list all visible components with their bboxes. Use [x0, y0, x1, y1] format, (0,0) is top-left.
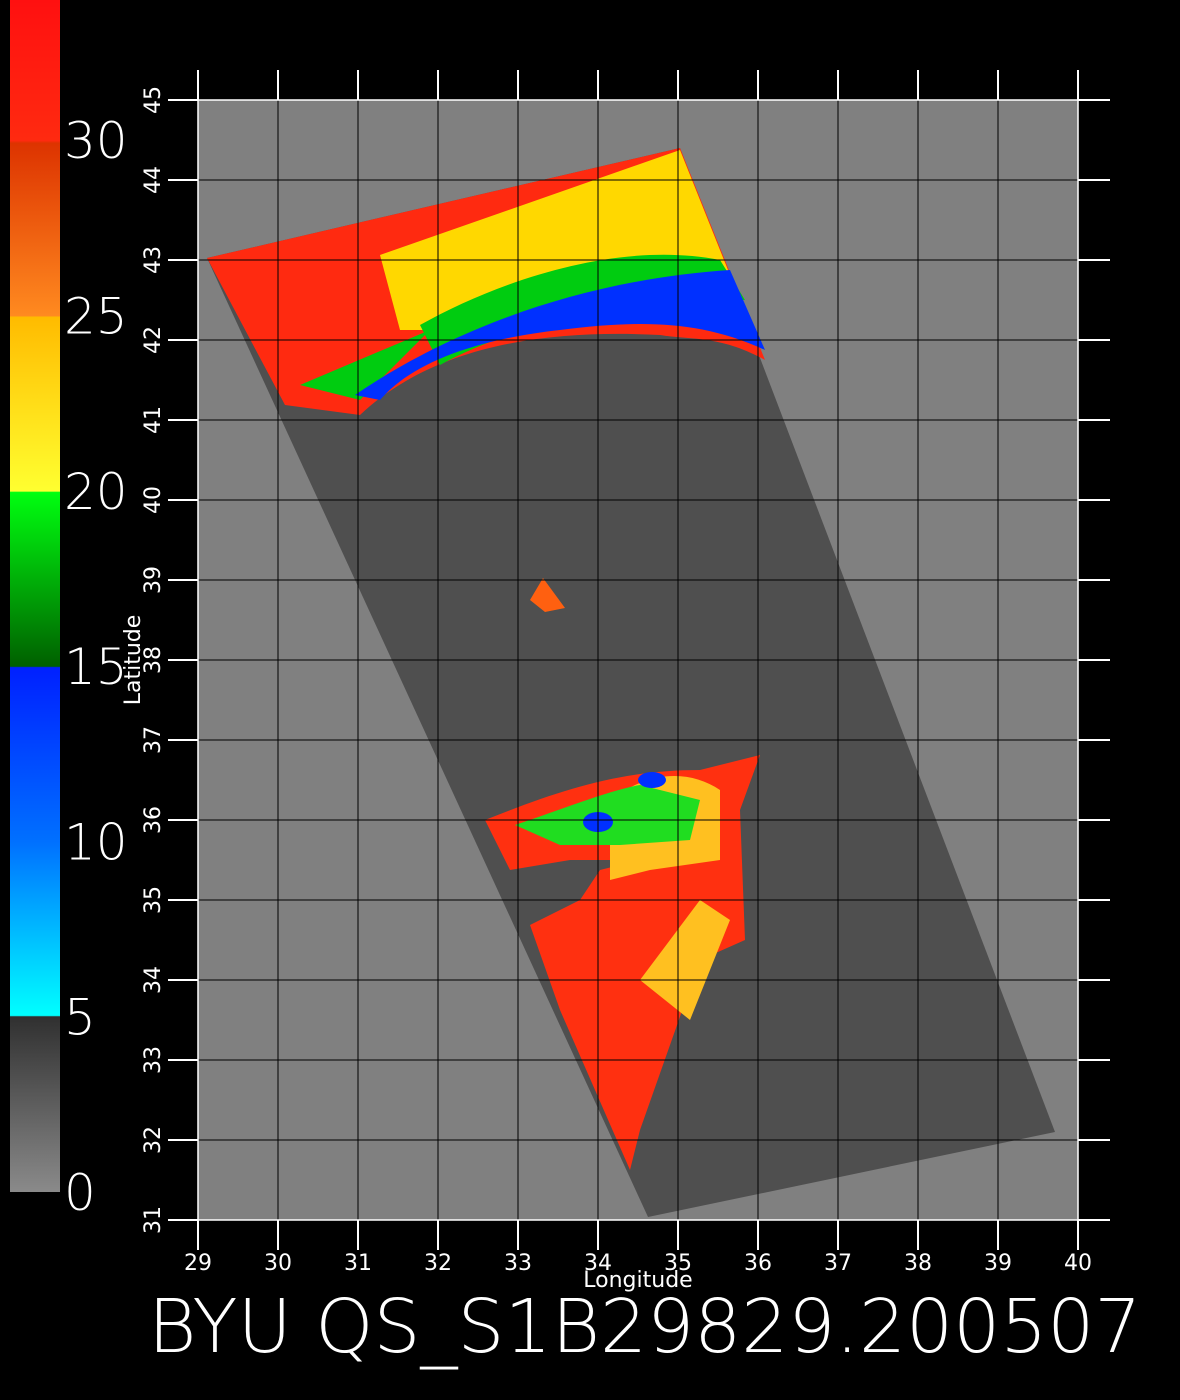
- x-tick-label: 30: [264, 1251, 292, 1276]
- x-tick-label: 38: [904, 1251, 932, 1276]
- y-tick-label: 41: [141, 406, 166, 434]
- y-tick-label: 42: [141, 326, 166, 354]
- y-tick-label: 43: [141, 246, 166, 274]
- axes: 29 30 31 32 33 34 35 36 37 38 39 40 31 32 33 34 35 36 37 38…: [64, 70, 1110, 1276]
- region-island: [530, 578, 565, 612]
- colorbar-label: 15: [64, 638, 128, 696]
- x-axis-label: Longitude: [583, 1268, 692, 1293]
- y-tick-label: 38: [141, 646, 166, 674]
- y-tick-label: 32: [141, 1126, 166, 1154]
- region-blue: [355, 270, 765, 400]
- y-axis-label: Latitude: [121, 615, 146, 706]
- y-tick-label: 34: [141, 966, 166, 994]
- colorbar-label: 10: [64, 813, 128, 871]
- x-tick-label: 40: [1064, 1251, 1092, 1276]
- x-tick-label: 37: [824, 1251, 852, 1276]
- y-tick-label: 39: [141, 566, 166, 594]
- x-tick-label: 33: [504, 1251, 532, 1276]
- y-tick-label: 33: [141, 1046, 166, 1074]
- x-tick-label: 31: [344, 1251, 372, 1276]
- y-tick-label: 31: [141, 1206, 166, 1234]
- x-tick-label: 29: [184, 1251, 212, 1276]
- x-tick-label: 34: [584, 1251, 612, 1276]
- colorbar-label: 20: [64, 463, 128, 521]
- swath: [207, 148, 1055, 1217]
- x-tick-label: 32: [424, 1251, 452, 1276]
- chart-title: BYU QS_S1B29829.200507: [148, 1284, 1141, 1370]
- colorbar-label: 5: [64, 989, 96, 1047]
- y-tick-label: 35: [141, 886, 166, 914]
- plot-frame: [197, 99, 1079, 1221]
- y-tick-label: 37: [141, 726, 166, 754]
- colorbar-label: 30: [64, 112, 128, 170]
- y-tick-label: 44: [141, 166, 166, 194]
- colorbar-label: 0: [64, 1164, 96, 1222]
- y-tick-label: 36: [141, 806, 166, 834]
- y-tick-label: 40: [141, 486, 166, 514]
- y-tick-label: 45: [141, 86, 166, 114]
- x-tick-label: 35: [664, 1251, 692, 1276]
- wind-field: [207, 148, 765, 1170]
- region-south-blue: [638, 772, 666, 788]
- colorbar: [10, 0, 60, 1192]
- x-tick-label: 39: [984, 1251, 1012, 1276]
- x-tick-label: 36: [744, 1251, 772, 1276]
- colorbar-label: 25: [64, 288, 128, 346]
